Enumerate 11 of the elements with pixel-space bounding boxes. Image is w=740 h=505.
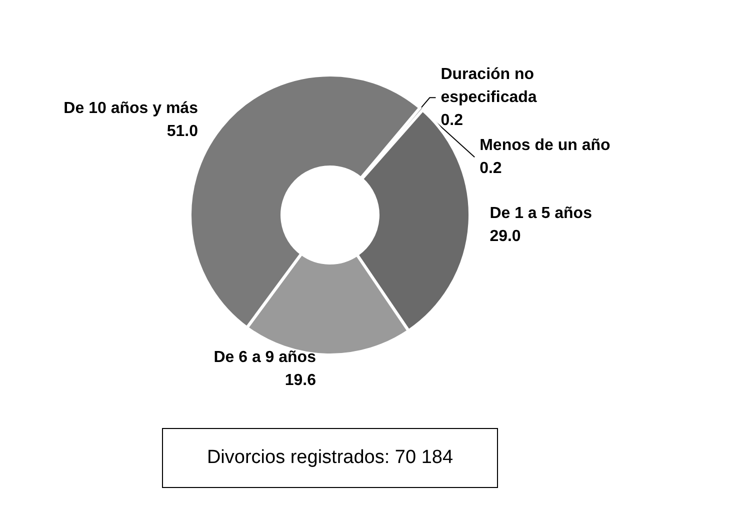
data-label: 51.0 bbox=[166, 122, 198, 140]
slice-label: Duración no especificada bbox=[440, 66, 539, 106]
data-label: 0.2 bbox=[440, 112, 464, 130]
text: Divorcios registrados: 70 184 bbox=[162, 428, 498, 488]
data-label: 19.6 bbox=[284, 372, 316, 389]
data-label: 29.0 bbox=[490, 228, 521, 245]
slice-label: De 6 a 9 años bbox=[214, 348, 316, 366]
data-label: 0.2 bbox=[480, 160, 502, 178]
slice-label: De 10 años y más bbox=[64, 100, 198, 117]
slice-label: De 1 a 5 años bbox=[490, 204, 592, 222]
slice-label: Menos de un año bbox=[480, 137, 610, 154]
